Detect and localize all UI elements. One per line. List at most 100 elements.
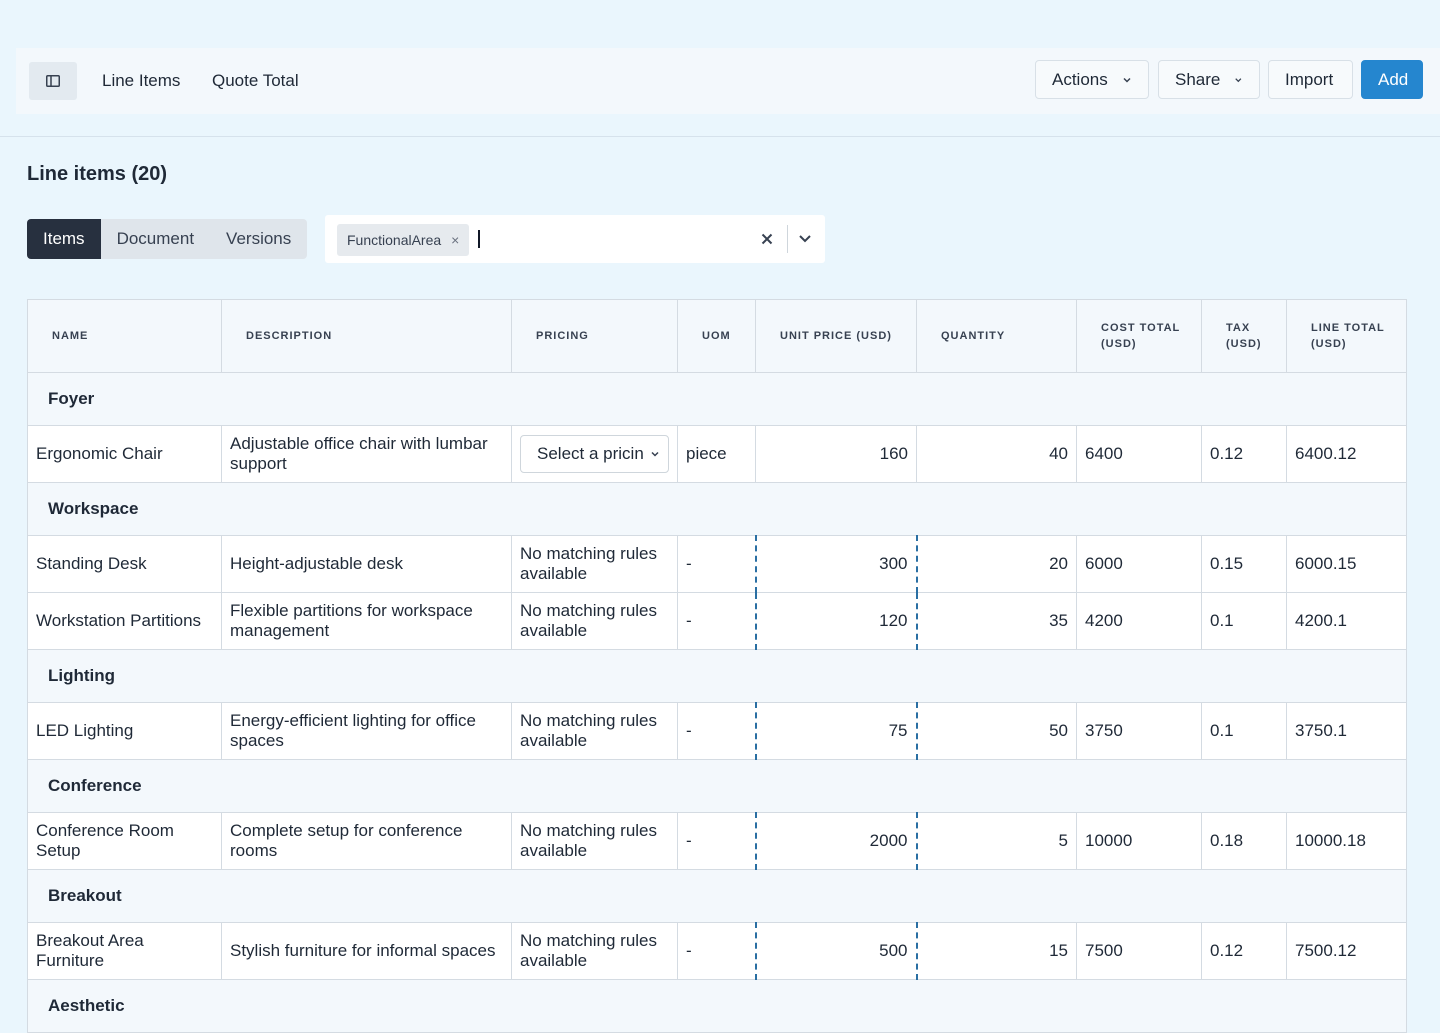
cell-pricing: No matching rules available — [511, 592, 678, 650]
cell-uom[interactable]: - — [677, 812, 756, 870]
cell-cost-total: 6000 — [1076, 535, 1202, 593]
cell-description[interactable]: Energy-efficient lighting for office spa… — [221, 702, 512, 760]
group-row: Lighting — [27, 649, 1407, 703]
text-caret — [478, 230, 480, 248]
table-row[interactable]: Conference Room Setup Complete setup for… — [27, 812, 1407, 870]
table-row[interactable]: Standing Desk Height-adjustable desk No … — [27, 535, 1407, 593]
add-button[interactable]: Add — [1361, 60, 1423, 99]
cell-uom[interactable]: - — [677, 592, 756, 650]
group-label: Breakout — [27, 869, 1407, 923]
cell-cost-total: 7500 — [1076, 922, 1202, 980]
header-cost-total[interactable]: COST TOTAL (USD) — [1076, 299, 1202, 373]
share-button[interactable]: Share — [1158, 60, 1260, 99]
table-row[interactable]: Breakout Area Furniture Stylish furnitur… — [27, 922, 1407, 980]
table-row[interactable]: Workstation Partitions Flexible partitio… — [27, 592, 1407, 650]
tab-items[interactable]: Items — [27, 219, 101, 259]
nav-line-items[interactable]: Line Items — [102, 71, 181, 90]
filter-chip: FunctionalArea × — [337, 224, 470, 256]
cell-tax: 0.12 — [1201, 425, 1287, 483]
group-label: Lighting — [27, 649, 1407, 703]
cell-name[interactable]: Conference Room Setup — [27, 812, 222, 870]
import-label: Import — [1285, 69, 1334, 89]
header-uom[interactable]: UOM — [677, 299, 756, 373]
line-items-table: NAME DESCRIPTION PRICING UOM UNIT PRICE … — [27, 299, 1407, 1033]
cell-description[interactable]: Stylish furniture for informal spaces — [221, 922, 512, 980]
cell-pricing: No matching rules available — [511, 922, 678, 980]
table-header-row: NAME DESCRIPTION PRICING UOM UNIT PRICE … — [27, 299, 1407, 373]
cell-unit-price[interactable]: 500 — [754, 922, 918, 980]
group-label: Workspace — [27, 482, 1407, 536]
cell-name[interactable]: Breakout Area Furniture — [27, 922, 222, 980]
chip-remove-icon[interactable]: × — [451, 232, 460, 248]
tab-versions[interactable]: Versions — [226, 229, 292, 248]
page-title: Line items (20) — [27, 163, 168, 185]
header-pricing[interactable]: PRICING — [511, 299, 678, 373]
cell-name[interactable]: Workstation Partitions — [27, 592, 222, 650]
cell-line-total: 7500.12 — [1286, 922, 1407, 980]
cell-tax: 0.15 — [1201, 535, 1287, 593]
cell-line-total: 4200.1 — [1286, 592, 1407, 650]
header-description[interactable]: DESCRIPTION — [221, 299, 512, 373]
cell-description[interactable]: Flexible partitions for workspace manage… — [221, 592, 512, 650]
nav-quote-total[interactable]: Quote Total — [212, 71, 299, 90]
group-row: Aesthetic — [27, 979, 1407, 1033]
group-label: Foyer — [27, 372, 1407, 426]
table-row[interactable]: LED Lighting Energy-efficient lighting f… — [27, 702, 1407, 760]
cell-name[interactable]: Ergonomic Chair — [27, 425, 222, 483]
cell-uom[interactable]: - — [677, 535, 756, 593]
group-row: Breakout — [27, 869, 1407, 923]
cell-quantity[interactable]: 15 — [916, 922, 1077, 980]
header-unit-price[interactable]: UNIT PRICE (USD) — [755, 299, 917, 373]
clear-icon[interactable] — [761, 229, 773, 249]
cell-quantity[interactable]: 50 — [916, 702, 1077, 760]
cell-unit-price[interactable]: 300 — [754, 535, 918, 593]
cell-cost-total: 4200 — [1076, 592, 1202, 650]
sidebar-panel-icon — [46, 75, 60, 87]
cell-pricing: No matching rules available — [511, 812, 678, 870]
cell-uom[interactable]: - — [677, 922, 756, 980]
cell-cost-total: 3750 — [1076, 702, 1202, 760]
header-quantity[interactable]: QUANTITY — [916, 299, 1077, 373]
cell-pricing: Select a pricing — [511, 425, 678, 483]
actions-button[interactable]: Actions — [1035, 60, 1149, 99]
cell-line-total: 6400.12 — [1286, 425, 1407, 483]
share-label: Share — [1175, 69, 1221, 89]
cell-uom[interactable]: piece — [677, 425, 756, 483]
cell-description[interactable]: Adjustable office chair with lumbar supp… — [221, 425, 512, 483]
cell-line-total: 3750.1 — [1286, 702, 1407, 760]
tab-document[interactable]: Document — [116, 229, 195, 248]
group-by-select[interactable]: FunctionalArea × — [325, 215, 825, 263]
header-bar: Line Items Quote Total Actions Share Imp… — [0, 0, 1440, 137]
chevron-down-icon — [1123, 77, 1131, 83]
table-row[interactable]: Ergonomic Chair Adjustable office chair … — [27, 425, 1407, 483]
import-button[interactable]: Import — [1268, 60, 1353, 99]
cell-quantity[interactable]: 35 — [916, 592, 1077, 650]
pricing-select[interactable]: Select a pricing — [520, 435, 669, 473]
cell-description[interactable]: Complete setup for conference rooms — [221, 812, 512, 870]
cell-description[interactable]: Height-adjustable desk — [221, 535, 512, 593]
divider — [787, 225, 788, 253]
header-tax[interactable]: TAX (USD) — [1201, 299, 1287, 373]
cell-cost-total: 10000 — [1076, 812, 1202, 870]
group-row: Foyer — [27, 372, 1407, 426]
cell-tax: 0.18 — [1201, 812, 1287, 870]
pricing-select-label: Select a pricing — [537, 444, 644, 463]
cell-quantity[interactable]: 20 — [916, 535, 1077, 593]
actions-label: Actions — [1052, 69, 1108, 89]
cell-unit-price[interactable]: 120 — [754, 592, 918, 650]
sidebar-toggle-button[interactable] — [29, 62, 77, 100]
cell-quantity[interactable]: 40 — [916, 425, 1077, 483]
chevron-down-icon[interactable] — [798, 233, 812, 245]
cell-quantity[interactable]: 5 — [916, 812, 1077, 870]
cell-name[interactable]: Standing Desk — [27, 535, 222, 593]
cell-unit-price[interactable]: 160 — [755, 425, 917, 483]
cell-unit-price[interactable]: 75 — [754, 702, 918, 760]
cell-unit-price[interactable]: 2000 — [754, 812, 918, 870]
header-line-total[interactable]: LINE TOTAL (USD) — [1286, 299, 1407, 373]
cell-name[interactable]: LED Lighting — [27, 702, 222, 760]
header-name[interactable]: NAME — [27, 299, 222, 373]
cell-uom[interactable]: - — [677, 702, 756, 760]
cell-tax: 0.12 — [1201, 922, 1287, 980]
chevron-down-icon — [1235, 77, 1242, 82]
cell-pricing: No matching rules available — [511, 702, 678, 760]
